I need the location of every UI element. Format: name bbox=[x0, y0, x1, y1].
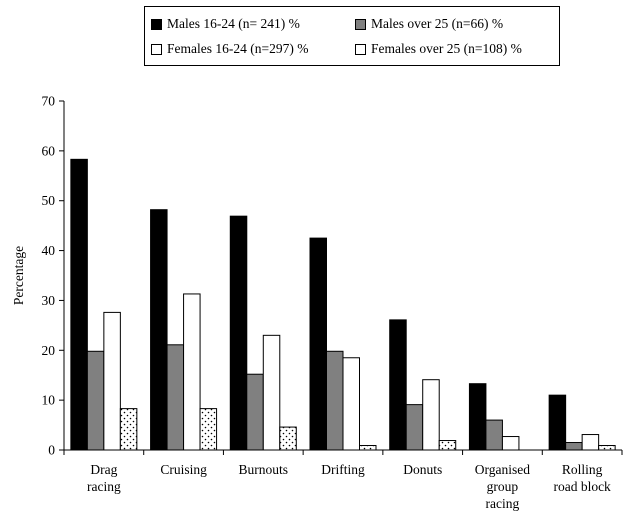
bar-3-1 bbox=[103, 311, 121, 451]
legend: Males 16-24 (n= 241) % Males over 25 (n=… bbox=[144, 6, 560, 66]
x-tick-label: Drifting bbox=[321, 462, 365, 477]
legend-item-females-over-25: Females over 25 (n=108) % bbox=[355, 41, 522, 57]
legend-item-males-16-24: Males 16-24 (n= 241) % bbox=[151, 16, 300, 32]
x-tick-label-line: group bbox=[487, 479, 519, 494]
y-tick-label: 70 bbox=[42, 94, 56, 109]
y-axis-title: Percentage bbox=[11, 246, 26, 305]
legend-label-females-over-25: Females over 25 (n=108) % bbox=[371, 41, 522, 56]
x-tick-label: Donuts bbox=[403, 462, 442, 477]
x-tick-label: Rolling road block bbox=[553, 462, 611, 494]
bar-1-3 bbox=[229, 215, 248, 451]
bar-1-5 bbox=[389, 319, 407, 451]
y-tick-label: 20 bbox=[42, 343, 56, 358]
y-tick-label: 40 bbox=[42, 243, 56, 258]
x-tick-label-line: Cruising bbox=[160, 462, 207, 477]
legend-item-females-16-24: Females 16-24 (n=297) % bbox=[151, 41, 308, 57]
bar-4-1 bbox=[119, 408, 138, 451]
bar-1-7 bbox=[548, 394, 567, 451]
x-tick-label: Organised group racing bbox=[475, 462, 530, 511]
bar-2-4 bbox=[326, 350, 344, 451]
x-tick-label-line: racing bbox=[87, 479, 121, 494]
legend-swatch-females-over-25 bbox=[355, 43, 366, 55]
chart-labels: 0 10 20 30 40 50 60 70 Percentage Drag racing Cruis… bbox=[11, 94, 611, 512]
bar-2-7 bbox=[565, 442, 583, 451]
y-tick-label: 0 bbox=[48, 443, 55, 458]
x-tick-label-line: Donuts bbox=[403, 462, 442, 477]
legend-label-females-16-24: Females 16-24 (n=297) % bbox=[167, 41, 309, 56]
y-tick-label: 10 bbox=[42, 393, 56, 408]
x-tick-label-line: Burnouts bbox=[239, 462, 289, 477]
x-tick-label: Cruising bbox=[160, 462, 207, 477]
x-tick-label-line: Organised bbox=[475, 462, 530, 477]
x-tick-label-line: Drag bbox=[90, 462, 117, 477]
chart-bars bbox=[70, 158, 616, 451]
x-tick-label: Drag racing bbox=[87, 462, 121, 494]
bar-3-5 bbox=[422, 379, 440, 451]
bar-2-3 bbox=[246, 373, 264, 451]
bar-2-1 bbox=[86, 350, 105, 451]
legend-item-males-over-25: Males over 25 (n=66) % bbox=[355, 16, 503, 32]
bar-4-2 bbox=[199, 408, 218, 451]
y-tick-label: 30 bbox=[42, 293, 56, 308]
y-tick-label: 60 bbox=[42, 143, 56, 158]
bar-2-6 bbox=[485, 419, 503, 451]
bar-4-4 bbox=[359, 445, 377, 451]
x-tick-label-line: Drifting bbox=[321, 462, 365, 477]
x-tick-label: Burnouts bbox=[239, 462, 289, 477]
bar-1-2 bbox=[150, 209, 168, 451]
bar-3-4 bbox=[342, 357, 360, 451]
bar-2-2 bbox=[166, 344, 185, 451]
bar-1-4 bbox=[309, 237, 327, 451]
bar-4-3 bbox=[279, 426, 297, 451]
legend-swatch-males-over-25 bbox=[355, 18, 366, 30]
legend-swatch-females-16-24 bbox=[151, 43, 162, 55]
bar-3-6 bbox=[501, 436, 520, 451]
x-tick-label-line: Rolling bbox=[562, 462, 603, 477]
legend-swatch-males-16-24 bbox=[151, 18, 162, 30]
bar-4-7 bbox=[598, 445, 616, 451]
legend-label-males-16-24: Males 16-24 (n= 241) % bbox=[167, 16, 300, 31]
x-tick-label-line: road block bbox=[553, 479, 611, 494]
legend-label-males-over-25: Males over 25 (n=66) % bbox=[371, 16, 504, 31]
bar-3-7 bbox=[581, 434, 600, 451]
bar-1-1 bbox=[70, 158, 88, 451]
y-tick-label: 50 bbox=[42, 193, 56, 208]
bar-4-5 bbox=[438, 440, 457, 451]
x-tick-label-line: racing bbox=[486, 496, 520, 511]
bar-3-3 bbox=[262, 334, 281, 451]
bar-2-5 bbox=[405, 404, 424, 451]
bar-3-2 bbox=[183, 293, 201, 451]
bar-1-6 bbox=[468, 383, 487, 451]
